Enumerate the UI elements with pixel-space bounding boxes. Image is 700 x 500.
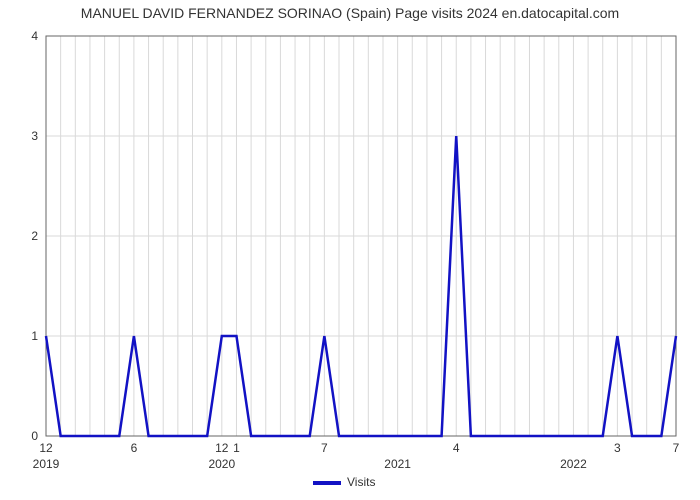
x-year-label: 2021 (384, 457, 411, 471)
y-tick-label: 4 (31, 29, 38, 43)
x-month-label: 1 (233, 441, 240, 455)
x-year-label: 2022 (560, 457, 587, 471)
x-month-label: 7 (673, 441, 680, 455)
x-year-label: 2019 (33, 457, 60, 471)
legend-label: Visits (347, 475, 375, 489)
visits-line-chart: MANUEL DAVID FERNANDEZ SORINAO (Spain) P… (0, 0, 700, 500)
legend-swatch (313, 481, 341, 485)
x-month-label: 7 (321, 441, 328, 455)
x-month-label: 3 (614, 441, 621, 455)
x-year-label: 2020 (208, 457, 235, 471)
chart-title: MANUEL DAVID FERNANDEZ SORINAO (Spain) P… (81, 5, 619, 21)
x-month-label: 12 (215, 441, 229, 455)
x-month-label: 6 (131, 441, 138, 455)
x-month-label: 4 (453, 441, 460, 455)
y-tick-label: 2 (31, 229, 38, 243)
y-tick-label: 3 (31, 129, 38, 143)
y-tick-label: 1 (31, 329, 38, 343)
y-tick-label: 0 (31, 429, 38, 443)
x-month-label: 12 (39, 441, 53, 455)
